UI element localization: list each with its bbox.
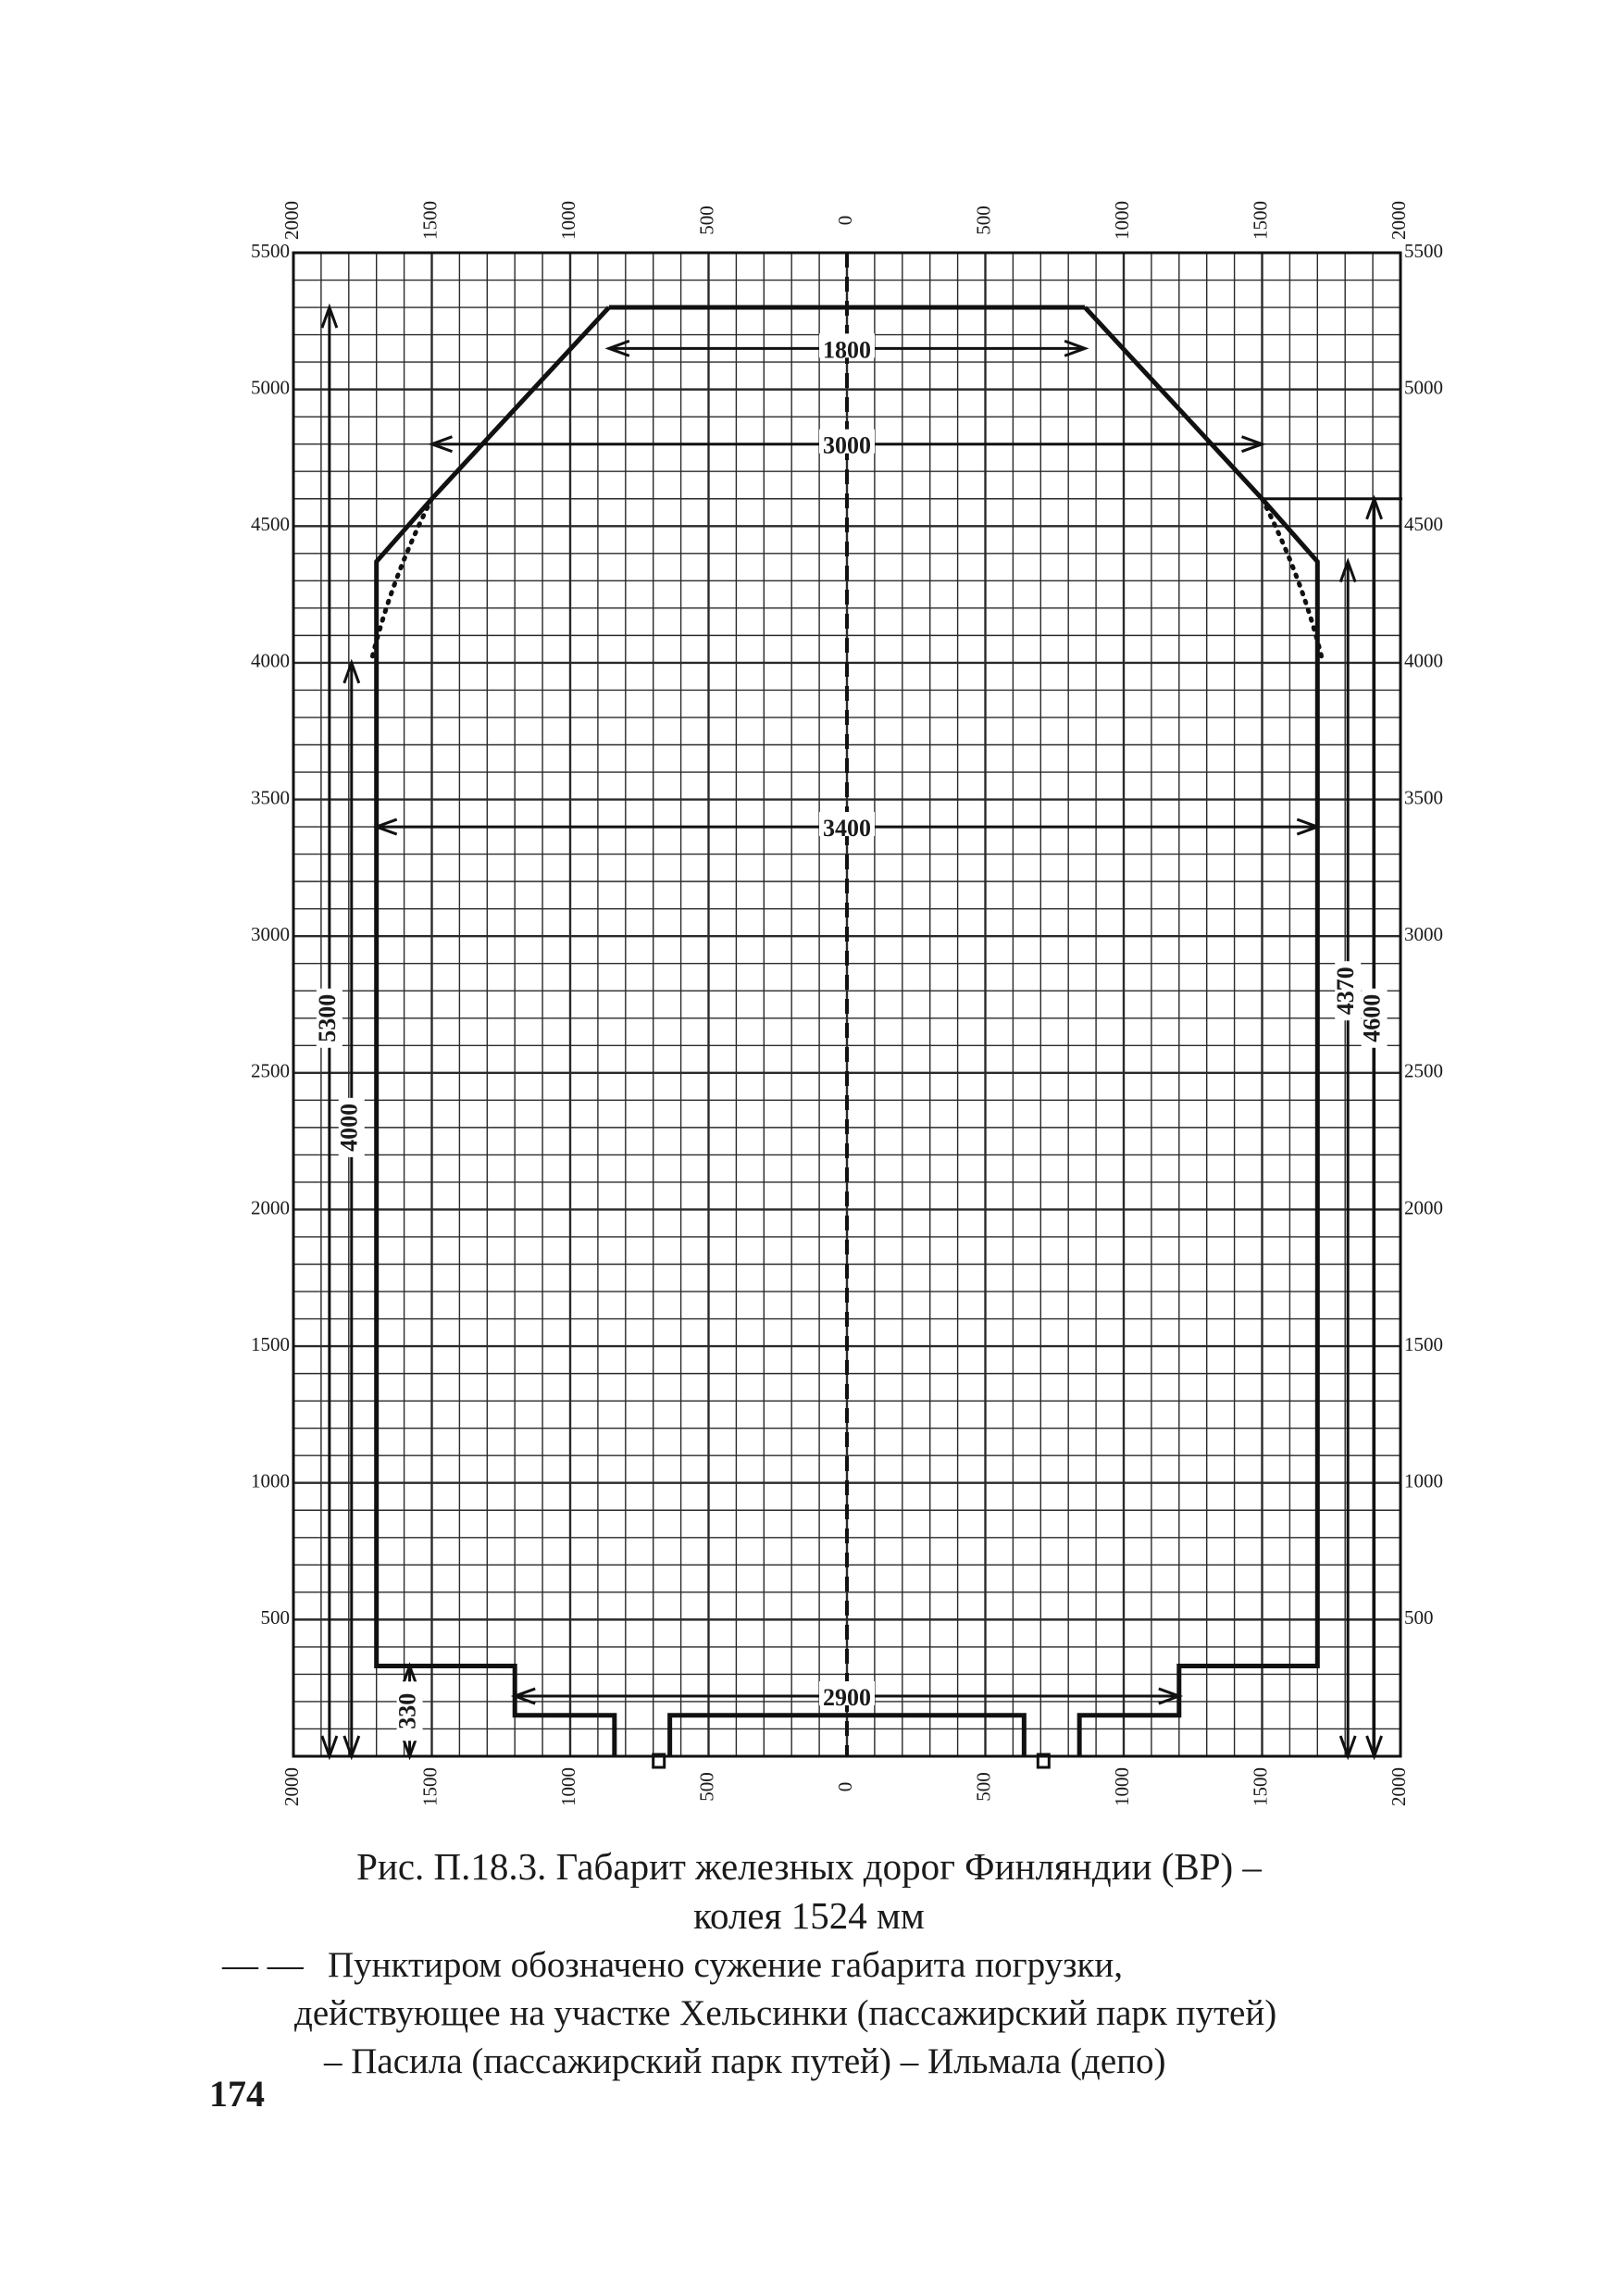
y-tick-label-left: 3000 [251,923,290,945]
x-tick-label-top: 0 [834,216,856,226]
x-tick-label-top: 500 [695,206,717,235]
x-tick-label-bottom: 1500 [1249,1767,1271,1806]
y-tick-label-left: 2500 [251,1060,290,1082]
dim-4370-label: 4370 [1332,967,1359,1015]
y-tick-label-left: 1500 [251,1333,290,1355]
x-tick-label-top: 1000 [1111,201,1133,240]
dim-330-label-bg [396,1681,423,1741]
figure-caption-line-2: колея 1524 мм [693,1894,925,1937]
x-tick-label-bottom: 1000 [557,1767,579,1806]
dim-3400-label-bg [819,812,875,837]
x-tick-label-top: 1500 [1249,201,1271,240]
dim-5300-label-bg [316,988,342,1048]
y-tick-label-right: 2000 [1404,1196,1443,1218]
y-tick-label-right: 5500 [1404,240,1443,262]
x-tick-label-top: 1500 [418,201,441,240]
dim-4370-arrow-bottom [1338,1735,1357,1761]
y-tick-label-right: 3500 [1404,786,1443,808]
dim-2900-arrow-left [510,1687,536,1705]
dim-4600-label: 4600 [1359,994,1386,1042]
dim-5300-label: 5300 [314,994,341,1042]
dim-1800-label-bg [819,333,875,358]
y-tick-label-right: 5000 [1404,376,1443,398]
gauge-outline-left [374,306,617,1756]
y-tick-label-left: 4500 [251,513,290,535]
x-tick-label-top: 2000 [1388,201,1410,240]
y-tick-label-right: 1500 [1404,1333,1443,1355]
gauge-outline [368,253,1326,1769]
x-tick-label-bottom: 2000 [1388,1767,1410,1806]
dim-330-arrow-bottom [401,1735,418,1761]
dim-4600-arrow-bottom [1365,1735,1384,1761]
narrowing-dotted-right [1260,496,1326,666]
y-tick-label-right: 2500 [1404,1060,1443,1082]
y-tick-label-left: 5000 [251,376,290,398]
y-tick-label-right: 4000 [1404,650,1443,672]
y-tick-label-right: 3000 [1404,923,1443,945]
dim-2900-label-bg [819,1681,875,1706]
dim-4370-label-bg [1335,961,1362,1021]
dim-3400-arrow-left [372,817,398,836]
x-tick-label-bottom: 1500 [418,1767,441,1806]
narrowing-dotted-left [368,496,434,666]
dim-4000-label-bg [338,1097,365,1157]
dim-3000-arrow-left [428,435,454,454]
x-tick-label-bottom: 500 [695,1772,717,1802]
dim-5300-arrow-top [320,303,339,329]
legend-line-2: действующее на участке Хельсинки (пассаж… [294,1993,1277,2033]
x-tick-label-top: 2000 [280,201,303,240]
dim-330-label: 330 [394,1693,421,1729]
y-tick-label-left: 5500 [251,240,290,262]
dim-4000-arrow-bottom [342,1735,361,1761]
x-tick-label-bottom: 2000 [280,1767,303,1806]
dim-3000-arrow-right [1240,435,1266,454]
dim-2900-label: 2900 [823,1684,871,1711]
axis-ticks: 2000200015001500100010005005000050050010… [251,201,1443,1806]
y-tick-label-right: 500 [1404,1606,1434,1628]
legend-dash-marker: — — [222,1945,304,1985]
dim-330-arrow-top [401,1662,418,1688]
y-tick-label-right: 1000 [1404,1470,1443,1492]
dim-3000-label: 3000 [823,432,871,459]
dim-4370-arrow-top [1338,557,1357,583]
legend-line-3: – Пасила (пассажирский парк путей) – Иль… [324,2041,1166,2081]
dim-5300-arrow-bottom [320,1735,339,1761]
dim-1800-arrow-left [604,339,630,357]
x-tick-label-top: 1000 [557,201,579,240]
dim-2900-arrow-right [1158,1687,1184,1705]
legend-line-1: Пунктиром обозначено сужение габарита по… [328,1945,1124,1985]
gauge-outline-right [1077,306,1320,1756]
figure-caption-line-1: Рис. П.18.3. Габарит железных дорог Финл… [356,1845,1262,1888]
x-tick-label-bottom: 0 [834,1782,856,1792]
y-tick-label-left: 500 [261,1606,291,1628]
dim-3400-label: 3400 [823,815,871,842]
rail-mark-left [652,1753,666,1769]
y-tick-label-left: 2000 [251,1196,290,1218]
dim-1800-label: 1800 [823,336,871,363]
dim-4600-label-bg [1361,988,1388,1048]
dim-1800-arrow-right [1064,339,1089,357]
y-tick-label-left: 3500 [251,786,290,808]
dim-4000-arrow-top [342,658,361,684]
loading-gauge-diagram: 2000200015001500100010005005000050050010… [251,201,1443,1806]
x-tick-label-top: 500 [972,206,994,235]
dim-3400-arrow-right [1296,817,1322,836]
y-tick-label-right: 4500 [1404,513,1443,535]
x-tick-label-bottom: 1000 [1111,1767,1133,1806]
rail-mark-right [1036,1753,1051,1769]
page-number: 174 [209,2073,265,2115]
dim-4000-label: 4000 [336,1104,363,1152]
x-tick-label-bottom: 500 [972,1772,994,1802]
gauge-outline-track-recess [667,1713,1027,1756]
y-tick-label-left: 1000 [251,1470,290,1492]
dim-3000-label-bg [819,429,875,454]
y-tick-label-left: 4000 [251,650,290,672]
